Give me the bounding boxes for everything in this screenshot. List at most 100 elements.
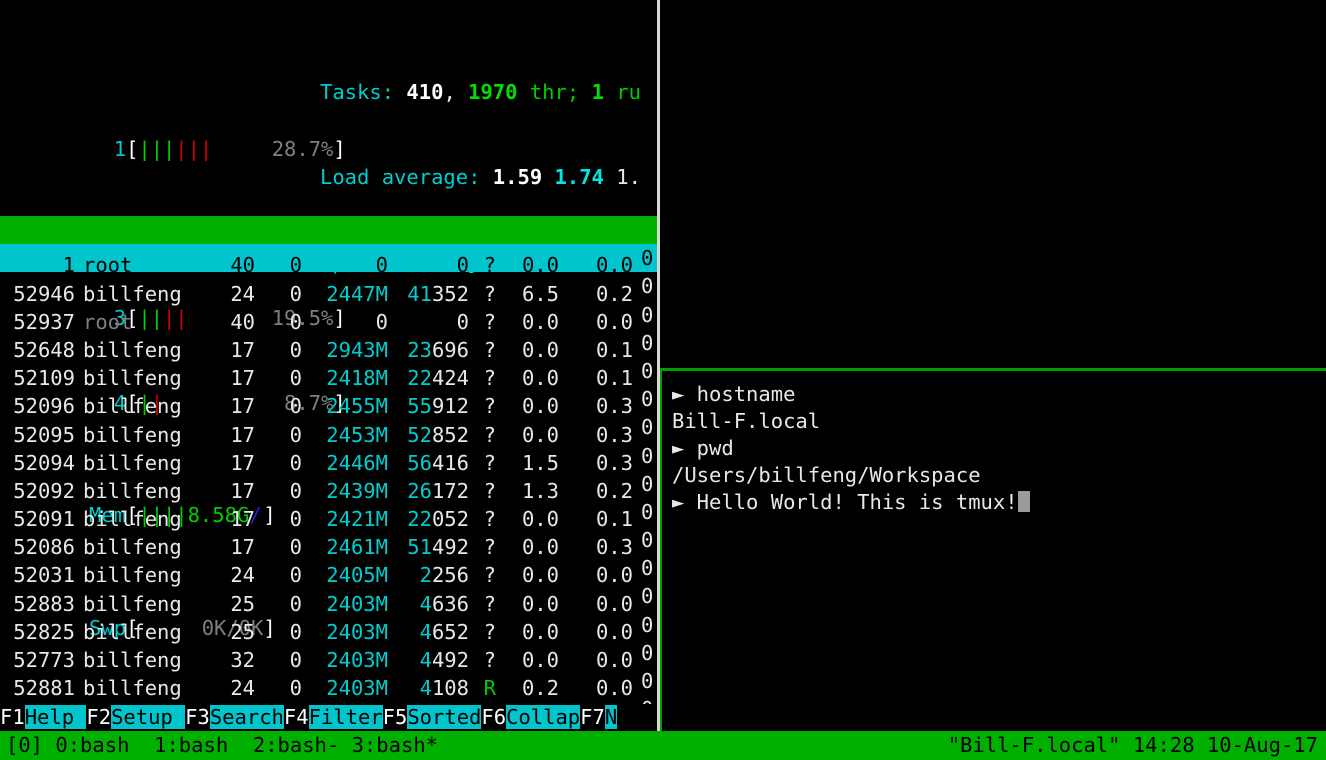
cell-user: billfeng bbox=[83, 422, 182, 447]
status-left: [0] 0:bash 1:bash 2:bash- 3:bash* bbox=[6, 731, 438, 760]
cell-ni: 0 bbox=[289, 253, 302, 278]
terminal-line-text: Hello World! This is tmux! bbox=[684, 490, 1018, 514]
terminal-line: ► Hello World! This is tmux! bbox=[672, 489, 1312, 516]
fkey-label-f2[interactable]: Setup bbox=[111, 705, 186, 729]
fkey-f6[interactable]: F6 bbox=[481, 705, 507, 729]
cell-time: 0: bbox=[641, 246, 657, 271]
cell-pid: 52109 bbox=[13, 366, 75, 391]
table-row[interactable]: 1 root 40 0 0 0? 0.0 0.0 0: bbox=[0, 244, 657, 277]
fkey-f4[interactable]: F4 bbox=[283, 705, 309, 729]
tmux-clock-pane[interactable] bbox=[660, 0, 1326, 368]
cell-state: ? bbox=[483, 563, 496, 588]
table-row[interactable]: 52946 billfeng 24 0 2447M 41352? 6.5 0.2 0: bbox=[0, 272, 657, 305]
meter-tick: | bbox=[150, 503, 164, 528]
fkey-label-f4[interactable]: Filter bbox=[308, 705, 383, 729]
fkey-f5[interactable]: F5 bbox=[382, 705, 408, 729]
process-table[interactable]: PIDUSERPRINIVIRTRESSCPU%MEM%T 1 root 4 0 0 0 0… bbox=[0, 216, 657, 728]
cpu-bar: |||||| bbox=[138, 135, 263, 163]
swp-label: Swp bbox=[89, 616, 127, 641]
table-row[interactable]: 52031 billfeng 24 0 2405M 2256? 0.0 0.0 0: bbox=[0, 554, 657, 587]
cell-time: 0: bbox=[641, 415, 657, 440]
terminal-line-text: hostname bbox=[684, 382, 796, 406]
running-count: 1 bbox=[591, 80, 604, 105]
cell-res: 56416 bbox=[407, 450, 469, 475]
cell-state: ? bbox=[483, 253, 496, 278]
table-row[interactable]: 52091 billfeng 17 0 2421M 22052? 0.0 0.1 0: bbox=[0, 498, 657, 531]
meter-tick: | bbox=[150, 306, 164, 330]
fkey-f7[interactable]: F7 bbox=[580, 705, 605, 729]
fkey-f2[interactable]: F2 bbox=[86, 705, 112, 729]
cell-res: 22052 bbox=[407, 507, 469, 532]
cell-pid: 1 bbox=[62, 253, 75, 278]
meter-tick: | bbox=[150, 390, 164, 415]
cell-pri: 24 bbox=[230, 676, 255, 701]
session-name[interactable]: [0] bbox=[6, 733, 44, 757]
cell-cpu: 0.0 bbox=[521, 507, 559, 532]
cell-cpu: 6.5 bbox=[521, 281, 559, 306]
cell-state: ? bbox=[483, 591, 496, 616]
cell-ni: 0 bbox=[289, 676, 302, 701]
table-row[interactable]: 52825 billfeng 25 0 2403M 4652? 0.0 0.0 0: bbox=[0, 611, 657, 644]
tasks-count: 410 bbox=[406, 80, 444, 105]
cell-user: billfeng bbox=[83, 676, 182, 701]
table-row[interactable]: 52883 billfeng 25 0 2403M 4636? 0.0 0.0 0: bbox=[0, 582, 657, 615]
table-row[interactable]: 52095 billfeng 17 0 2453M 52852? 0.0 0.3 0: bbox=[0, 413, 657, 446]
cell-ni: 0 bbox=[289, 366, 302, 391]
htop-pane[interactable]: 1[||||||28.7%] 2[||7.9%] 3[||||19.5%] 4[… bbox=[0, 0, 657, 731]
table-row[interactable]: 52648 billfeng 17 0 2943M 23696? 0.0 0.1 0: bbox=[0, 329, 657, 362]
table-row[interactable]: 52773 billfeng 32 0 2403M 4492? 0.0 0.0 0: bbox=[0, 639, 657, 672]
cell-cpu: 0.0 bbox=[521, 648, 559, 673]
cell-pid: 52096 bbox=[13, 394, 75, 419]
cell-time: 0: bbox=[641, 443, 657, 468]
swp-bar: 0K/0K bbox=[138, 614, 264, 642]
table-row[interactable]: 52096 billfeng 17 0 2455M 55912? 0.0 0.3 0: bbox=[0, 385, 657, 418]
cell-mem: 0.0 bbox=[595, 309, 633, 334]
status-right: "Bill-F.local" 14:28 10-Aug-17 bbox=[948, 731, 1318, 760]
cell-cpu: 0.0 bbox=[521, 591, 559, 616]
cell-user: root bbox=[83, 253, 133, 278]
cpu-meter-row: 1[|||||| 28.7%] bbox=[0, 107, 657, 161]
window-list[interactable]: 0:bash 1:bash 2:bash- 3:bash* bbox=[43, 733, 438, 757]
table-row[interactable]: 52092 billfeng 17 0 2439M 26172? 1.3 0.2 0: bbox=[0, 470, 657, 503]
cell-virt: 2403M bbox=[326, 676, 388, 701]
table-row[interactable]: 52094 billfeng 17 0 2446M 56416? 1.5 0.3 0: bbox=[0, 442, 657, 475]
terminal-pane[interactable]: ► hostname Bill-F.local ► pwd/Users/billfe… bbox=[660, 371, 1326, 731]
cell-pid: 52095 bbox=[13, 422, 75, 447]
fkey-f1[interactable]: F1 bbox=[0, 705, 25, 729]
fkey-f3[interactable]: F3 bbox=[185, 705, 210, 729]
tmux-status-bar[interactable]: [0] 0:bash 1:bash 2:bash- 3:bash* "Bill-… bbox=[0, 731, 1326, 760]
cell-pid: 52648 bbox=[13, 337, 75, 362]
table-row[interactable]: 52109 billfeng 17 0 2418M 22424? 0.0 0.1 0: bbox=[0, 357, 657, 390]
fkey-label-f3[interactable]: Search bbox=[209, 705, 284, 729]
fkey-label-f7[interactable]: N bbox=[604, 705, 618, 729]
cell-virt: 2403M bbox=[326, 648, 388, 673]
cell-pri: 17 bbox=[230, 422, 255, 447]
load-line: Load average: 1.59 1.74 1. bbox=[320, 163, 641, 191]
fkey-label-f5[interactable]: Sorted bbox=[407, 705, 482, 729]
load-label: Load average: bbox=[320, 165, 481, 189]
cell-pri: 24 bbox=[230, 281, 255, 306]
cpu-core-label: 4 bbox=[113, 390, 127, 415]
cell-cpu: 0.0 bbox=[521, 309, 559, 334]
cell-time: 0: bbox=[641, 584, 657, 609]
cell-virt: 0 bbox=[375, 253, 388, 278]
cell-res: 4492 bbox=[419, 648, 469, 673]
cell-time: 0: bbox=[641, 556, 657, 581]
pane-horizontal-divider[interactable] bbox=[660, 368, 1326, 371]
table-row[interactable]: 52086 billfeng 17 0 2461M 51492? 0.0 0.3 0: bbox=[0, 526, 657, 559]
function-key-bar[interactable]: F1Help F2Setup F3SearchF4FilterF5SortedF… bbox=[0, 704, 657, 731]
meter-tick: | bbox=[138, 390, 151, 415]
fkey-label-f1[interactable]: Help bbox=[24, 705, 87, 729]
terminal-line: /Users/billfeng/Workspace bbox=[672, 462, 1312, 489]
table-row[interactable]: 52881 billfeng 24 0 2403M 4108 R 0.2 0.0 0: bbox=[0, 667, 657, 700]
cell-ni: 0 bbox=[289, 281, 302, 306]
table-row[interactable]: 52937 root 40 0 0 0? 0.0 0.0 0: bbox=[0, 301, 657, 334]
pane-vertical-divider[interactable] bbox=[657, 0, 660, 731]
cell-pri: 32 bbox=[230, 648, 255, 673]
table-header-row[interactable]: PIDUSERPRINIVIRTRESSCPU%MEM%T bbox=[0, 216, 657, 277]
cell-pid: 52825 bbox=[13, 619, 75, 644]
cell-pri: 17 bbox=[230, 478, 255, 503]
cell-virt: 2403M bbox=[326, 619, 388, 644]
fkey-label-f6[interactable]: Collap bbox=[506, 705, 581, 729]
cell-virt: 0 bbox=[375, 309, 388, 334]
